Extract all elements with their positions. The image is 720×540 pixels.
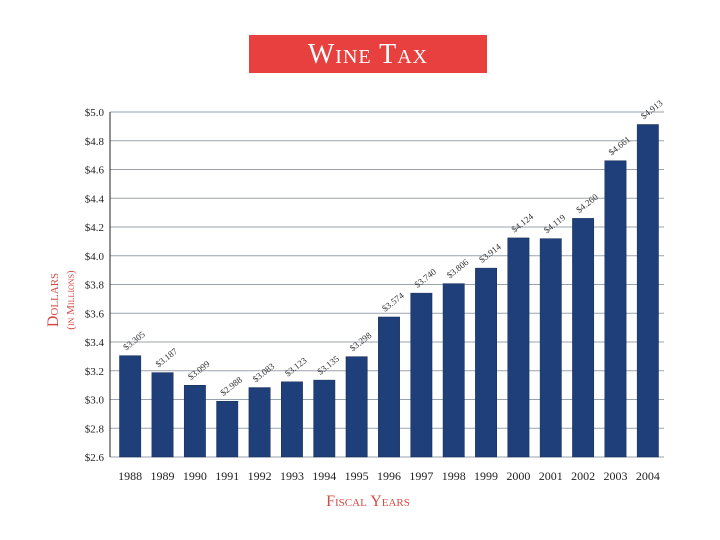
bar-1989	[151, 372, 174, 458]
x-tick-label: 1992	[248, 469, 272, 483]
x-tick-label: 1990	[183, 469, 207, 483]
y-tick-label: $4.8	[85, 136, 105, 148]
bar-1990	[183, 385, 206, 458]
data-label-1992: $3.083	[251, 361, 277, 384]
y-axis-subtitle: (in Millions)	[65, 270, 77, 330]
x-tick-label: 1991	[215, 469, 239, 483]
x-tick-label: 1993	[280, 469, 304, 483]
bar-2001	[539, 238, 562, 458]
data-label-2004: $4.913	[639, 98, 665, 121]
bar-1994	[313, 379, 336, 458]
x-tick-label: 1989	[151, 469, 175, 483]
data-label-2003: $4.661	[607, 134, 633, 157]
x-tick-label: 1995	[345, 469, 369, 483]
bar-1998	[442, 283, 465, 458]
data-label-1994: $3.135	[315, 353, 341, 376]
data-label-1988: $3.305	[121, 329, 147, 352]
bar-1988	[119, 355, 142, 458]
data-label-1999: $3.914	[477, 241, 503, 264]
y-axis-title-group: Dollars (in Millions)	[45, 270, 77, 330]
y-tick-label: $4.2	[85, 222, 104, 234]
y-tick-label: $3.4	[85, 337, 105, 349]
y-tick-label: $4.6	[85, 165, 105, 177]
y-tick-label: $3.2	[85, 366, 104, 378]
x-tick-label: 1994	[312, 469, 336, 483]
bar-2003	[604, 160, 627, 458]
data-label-1991: $2.988	[218, 374, 244, 397]
data-label-2000: $4.124	[509, 211, 535, 234]
y-axis-ticks: $2.6 $2.8 $3.0 $3.2 $3.4 $3.6 $3.8 $4.0 $4.2 $4.4…	[85, 107, 105, 464]
data-label-1989: $3.187	[154, 346, 180, 369]
data-label-2001: $4.119	[542, 212, 568, 235]
data-label-1990: $3.099	[186, 358, 212, 381]
bar-2000	[507, 237, 530, 458]
x-tick-label: 1988	[118, 469, 142, 483]
data-label-1998: $3.806	[445, 257, 471, 280]
x-tick-label: 2002	[571, 469, 595, 483]
x-axis-ticks: 1988 1989 1990 1991 1992 1993 1994 1995 1996 1997…	[118, 469, 660, 483]
title-banner	[249, 35, 487, 73]
y-tick-label: $2.6	[85, 452, 105, 464]
bar-1996	[378, 316, 400, 458]
y-tick-label: $4.0	[85, 251, 105, 263]
y-tick-label: $3.0	[85, 395, 105, 407]
x-tick-label: 1998	[442, 469, 466, 483]
y-axis-title: Dollars	[45, 273, 62, 327]
y-tick-label: $3.6	[85, 308, 105, 320]
x-tick-label: 2001	[539, 469, 563, 483]
y-tick-label: $5.0	[85, 107, 105, 119]
y-tick-label: $2.8	[85, 423, 105, 435]
bar-1992	[248, 387, 271, 458]
data-label-1997: $3.740	[412, 266, 438, 289]
chart-title: Wine Tax	[308, 39, 428, 70]
x-tick-label: 1999	[474, 469, 498, 483]
x-tick-label: 1997	[409, 469, 433, 483]
x-tick-label: 2000	[506, 469, 530, 483]
bar-2002	[572, 218, 595, 458]
x-tick-label: 2003	[603, 469, 627, 483]
data-label-1993: $3.123	[283, 355, 309, 378]
bar-1993	[281, 381, 303, 458]
data-label-2002: $4.260	[574, 192, 600, 215]
bar-2004	[636, 124, 659, 458]
bar-1991	[216, 400, 239, 458]
y-tick-label: $3.8	[85, 280, 105, 292]
y-tick-label: $4.4	[85, 193, 105, 205]
bar-1995	[345, 356, 368, 458]
x-tick-label: 2004	[636, 469, 660, 483]
bar-1997	[410, 292, 433, 458]
data-label-1996: $3.574	[380, 290, 406, 313]
bars	[119, 124, 659, 458]
bar-1999	[475, 267, 497, 458]
x-tick-label: 1996	[377, 469, 401, 483]
x-axis-title: Fiscal Years	[326, 493, 410, 510]
